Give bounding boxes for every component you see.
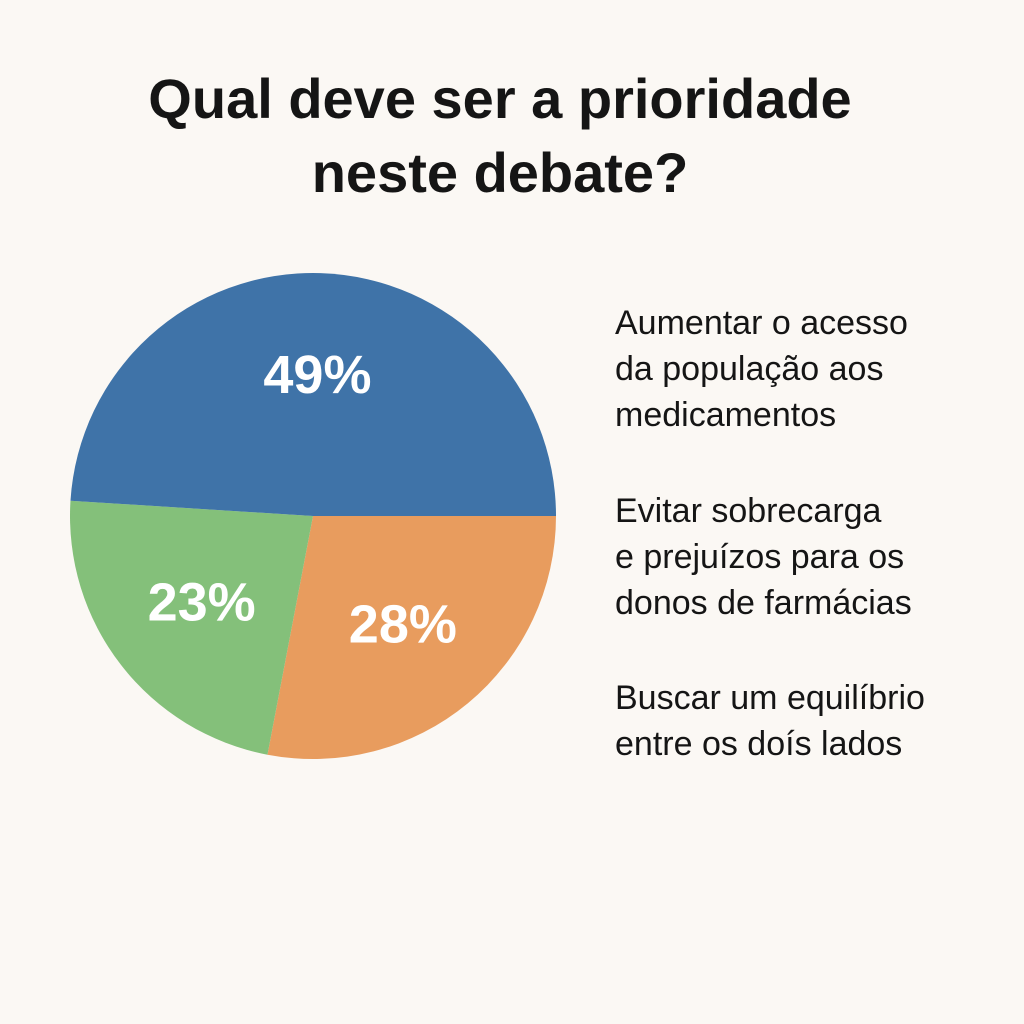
legend-item-balance: Buscar um equilíbrio entre os doís lados — [615, 675, 925, 767]
legend-item-pharmacies: Evitar sobrecarga e prejuízos para os do… — [615, 488, 912, 626]
legend-text: medicamentos — [615, 396, 837, 434]
legend-text: Aumentar o acesso — [615, 304, 908, 342]
slice-data-label: 49% — [263, 345, 371, 405]
slice-data-label: 28% — [349, 595, 457, 655]
slice-data-label: 23% — [148, 572, 256, 632]
legend-text: entre os doís lados — [615, 725, 903, 763]
legend-item-access: Aumentar o acesso da população aos medic… — [615, 300, 908, 438]
pie-slice — [267, 516, 556, 759]
legend-text: da população aos — [615, 350, 884, 388]
pie-slice — [69, 500, 313, 755]
legend-text: Evitar sobrecarga — [615, 492, 882, 530]
chart-title-line: neste debate? — [311, 141, 689, 204]
legend-text: Buscar um equilíbrio — [615, 679, 925, 717]
chart-title: Qual deve ser a prioridade neste debate? — [0, 62, 1000, 210]
pie-slice — [70, 273, 557, 516]
legend-text: donos de farmácias — [615, 584, 912, 622]
chart-title-line: Qual deve ser a prioridade — [148, 67, 852, 130]
legend-text: e prejuízos para os — [615, 538, 905, 576]
